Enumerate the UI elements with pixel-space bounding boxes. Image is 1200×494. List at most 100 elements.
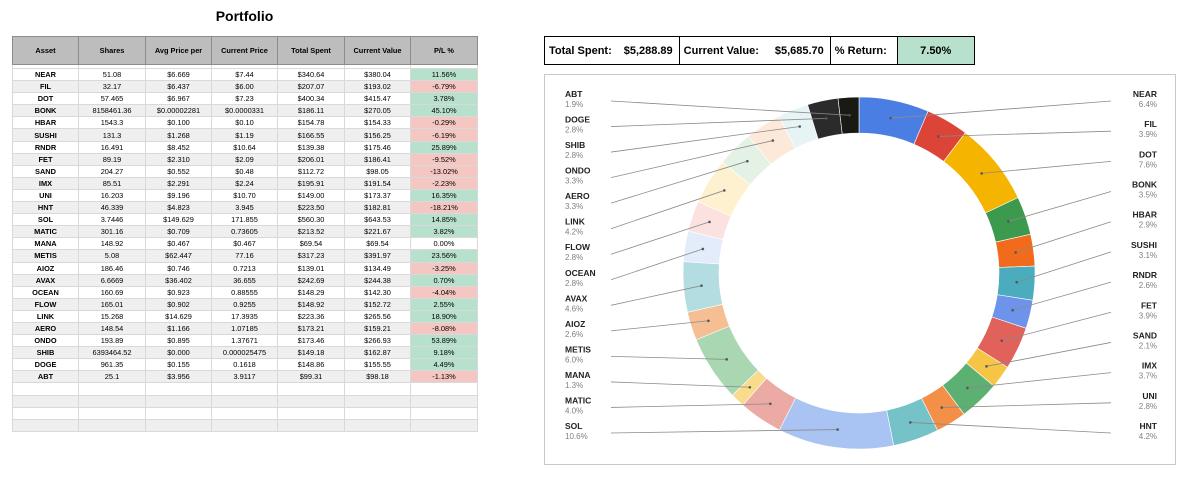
portfolio-table: Asset Shares Avg Price per Current Price… bbox=[12, 36, 478, 432]
cell-spent: $223.50 bbox=[277, 201, 345, 215]
slice-percent-hbar: 2.9% bbox=[1139, 221, 1157, 230]
cell-value: $391.97 bbox=[344, 249, 411, 263]
cell-cur: 0.9255 bbox=[211, 297, 278, 311]
cell-pl: 53.89% bbox=[410, 334, 478, 348]
cell-avg: $6.437 bbox=[145, 80, 212, 94]
empty-cell bbox=[78, 394, 146, 408]
cell-pl: 9.18% bbox=[410, 346, 478, 360]
leader-line-hnt bbox=[910, 422, 1112, 434]
slice-percent-sushi: 3.1% bbox=[1139, 251, 1157, 260]
cell-cur: 36.655 bbox=[211, 273, 278, 287]
cell-shares: 3.7446 bbox=[78, 213, 146, 227]
empty-cell bbox=[211, 406, 278, 420]
leader-line-avax bbox=[610, 285, 702, 306]
cell-avg: $6.967 bbox=[145, 92, 212, 106]
cell-pl: -9.52% bbox=[410, 152, 478, 166]
cell-asset: BONK bbox=[12, 104, 79, 118]
cell-pl: 23.56% bbox=[410, 249, 478, 263]
header-total-spent: Total Spent bbox=[277, 36, 345, 65]
cell-pl: 11.56% bbox=[410, 67, 478, 82]
cell-pl: -6.79% bbox=[410, 80, 478, 94]
cell-value: $155.55 bbox=[344, 358, 411, 372]
slice-percent-ocean: 2.8% bbox=[565, 279, 583, 288]
cell-spent: $166.55 bbox=[277, 128, 345, 142]
return-value: 7.50% bbox=[896, 37, 974, 64]
cell-spent: $206.01 bbox=[277, 152, 345, 166]
cell-value: $69.54 bbox=[344, 237, 411, 251]
cell-avg: $0.552 bbox=[145, 164, 212, 178]
cell-avg: $1.268 bbox=[145, 128, 212, 142]
table-row: RNDR 16.491 $8.452 $10.64 $139.38 $175.46 25.8… bbox=[12, 140, 478, 154]
table-row: UNI 16.203 $9.196 $10.70 $149.00 $173.37 16.35… bbox=[12, 188, 478, 203]
cell-asset: ABT bbox=[12, 370, 79, 384]
cell-value: $265.56 bbox=[344, 309, 411, 323]
cell-cur: 77.16 bbox=[211, 249, 278, 263]
leader-line-sand bbox=[986, 342, 1112, 367]
slice-percent-bonk: 3.5% bbox=[1139, 191, 1157, 200]
slice-percent-matic: 4.0% bbox=[565, 406, 583, 415]
cell-asset: NEAR bbox=[12, 67, 79, 82]
leader-dot-hbar bbox=[1014, 251, 1017, 254]
cell-cur: 0.000025475 bbox=[211, 346, 278, 360]
empty-cell bbox=[12, 406, 79, 420]
leader-dot-dot bbox=[980, 172, 983, 175]
leader-line-dot bbox=[981, 160, 1112, 174]
return-box: % Return: 7.50% bbox=[831, 37, 974, 64]
leader-line-sol bbox=[610, 429, 838, 434]
table-row: BONK 8158461.36 $0.00002281 $0.0000331 $186.… bbox=[12, 104, 478, 118]
cell-shares: 160.69 bbox=[78, 285, 146, 299]
cell-pl: 0.70% bbox=[410, 273, 478, 287]
leader-dot-bonk bbox=[1007, 220, 1010, 223]
slice-label-aioz: AIOZ bbox=[565, 319, 585, 329]
cell-asset: RNDR bbox=[12, 140, 79, 154]
leader-line-imx bbox=[967, 372, 1112, 389]
cell-cur: 0.7213 bbox=[211, 261, 278, 275]
cell-pl: 16.35% bbox=[410, 188, 478, 203]
slice-label-link: LINK bbox=[565, 217, 586, 227]
cell-asset: FIL bbox=[12, 80, 79, 94]
empty-row bbox=[12, 382, 478, 396]
cell-value: $98.18 bbox=[344, 370, 411, 384]
cell-shares: 193.89 bbox=[78, 334, 146, 348]
cell-asset: ONDO bbox=[12, 334, 79, 348]
empty-cell bbox=[344, 406, 411, 420]
leader-line-rndr bbox=[1012, 281, 1112, 311]
leader-line-link bbox=[610, 190, 725, 230]
cell-shares: 57.465 bbox=[78, 92, 146, 106]
cell-asset: FLOW bbox=[12, 297, 79, 311]
table-row: ONDO 193.89 $0.895 1.37671 $173.46 $266.93 53.… bbox=[12, 334, 478, 348]
leader-line-fil bbox=[938, 130, 1112, 137]
slice-label-sushi: SUSHI bbox=[1131, 240, 1157, 250]
cell-spent: $154.78 bbox=[277, 116, 345, 130]
cell-shares: 89.19 bbox=[78, 152, 146, 166]
cell-spent: $139.01 bbox=[277, 261, 345, 275]
cell-value: $159.21 bbox=[344, 321, 411, 336]
cell-asset: OCEAN bbox=[12, 285, 79, 299]
slice-percent-uni: 2.8% bbox=[1139, 402, 1157, 411]
cell-asset: DOGE bbox=[12, 358, 79, 372]
slice-percent-aero: 3.3% bbox=[565, 202, 583, 211]
table-row: SAND 204.27 $0.552 $0.48 $112.72 $98.05 -13.02… bbox=[12, 164, 478, 178]
cell-value: $244.38 bbox=[344, 273, 411, 287]
cell-asset: MANA bbox=[12, 237, 79, 251]
current-value-value: $5,685.70 bbox=[774, 44, 824, 57]
empty-cell bbox=[277, 394, 345, 408]
table-row: DOGE 961.35 $0.155 0.1618 $148.86 $155.55 4.49… bbox=[12, 358, 478, 372]
table-spacer-row bbox=[12, 64, 478, 69]
cell-spent: $99.31 bbox=[277, 370, 345, 384]
leader-dot-imx bbox=[966, 386, 969, 390]
header-current-price: Current Price bbox=[211, 36, 278, 65]
slice-label-fet: FET bbox=[1141, 300, 1158, 310]
slice-percent-shib: 2.8% bbox=[565, 151, 583, 160]
empty-cell bbox=[410, 418, 478, 432]
total-spent-label: Total Spent: bbox=[549, 44, 612, 57]
leader-line-abt bbox=[610, 100, 850, 116]
slice-label-metis: METIS bbox=[565, 344, 591, 354]
slice-percent-imx: 3.7% bbox=[1139, 372, 1157, 381]
table-row: IMX 85.51 $2.291 $2.24 $195.91 $191.54 -2.23% bbox=[12, 176, 478, 190]
leader-line-hbar bbox=[1015, 221, 1112, 253]
leader-line-sushi bbox=[1016, 251, 1112, 283]
cell-cur: 17.3935 bbox=[211, 309, 278, 323]
cell-pl: -1.13% bbox=[410, 370, 478, 384]
current-value-box: Current Value: $5,685.70 bbox=[680, 37, 831, 64]
